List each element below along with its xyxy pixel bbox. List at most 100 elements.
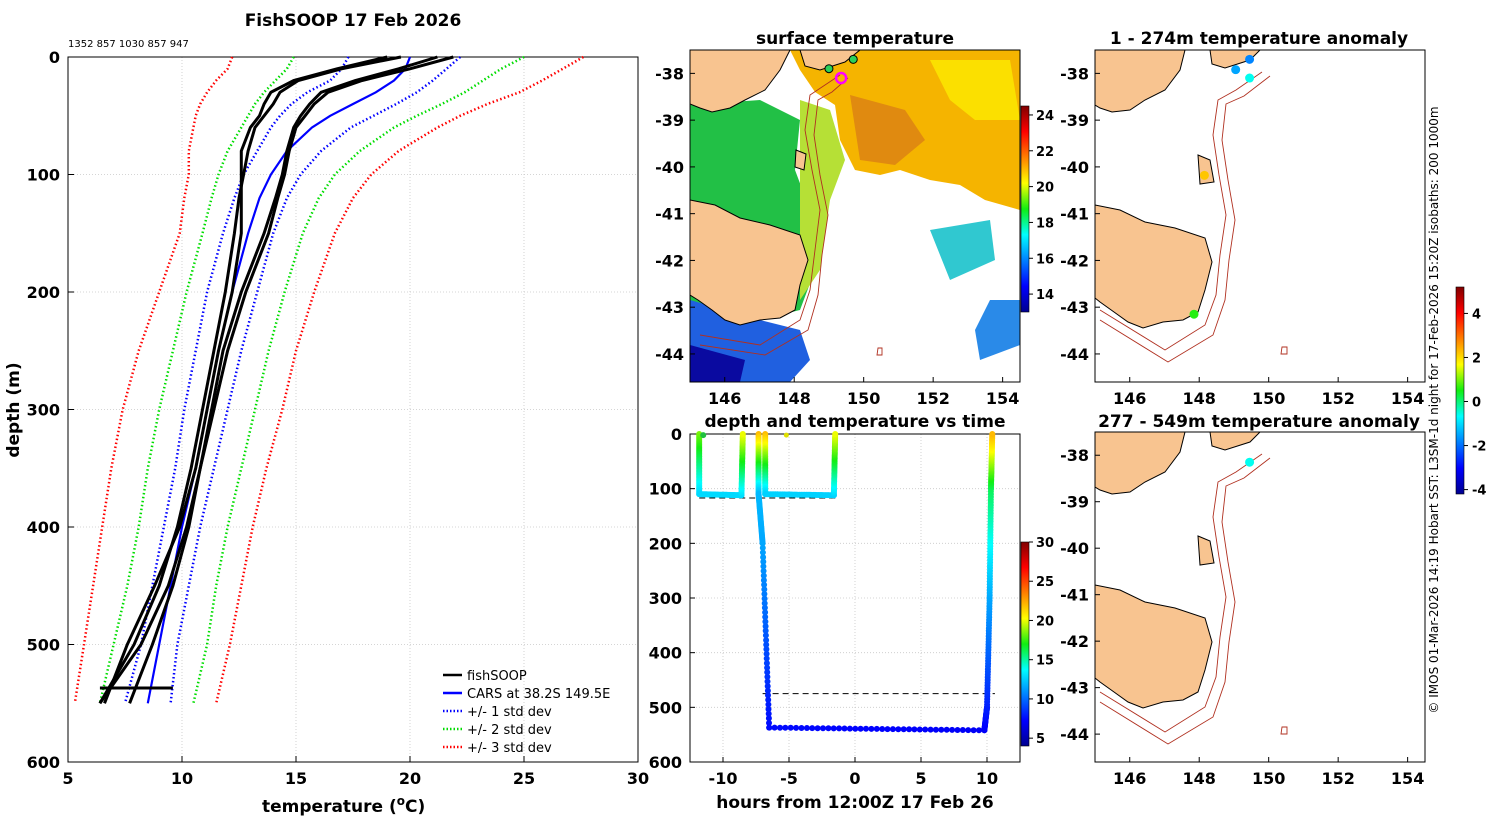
time-dot bbox=[765, 692, 771, 699]
anomaly-shallow-xtick-label: 152 bbox=[1321, 389, 1354, 408]
time-dot bbox=[783, 432, 789, 438]
time-dot bbox=[764, 687, 771, 694]
sst-ytick-label: -42 bbox=[655, 251, 684, 270]
sst-xtick-label: 148 bbox=[778, 389, 811, 408]
sst-position-ring bbox=[834, 71, 848, 85]
time-dot bbox=[761, 600, 768, 607]
time-dot bbox=[762, 609, 769, 616]
time-dot bbox=[989, 431, 996, 437]
sst-isobath-1000 bbox=[699, 77, 849, 356]
time-dot bbox=[765, 706, 772, 713]
anomaly-shallow-ticks: 146 148 150 152 154 -38 -39 -40 -41 -42 -43 -44 bbox=[1060, 64, 1424, 408]
anomaly-shallow-isobath-200 bbox=[1099, 71, 1263, 351]
time-dot bbox=[836, 725, 843, 732]
time-dot bbox=[846, 725, 853, 732]
time-dot bbox=[762, 614, 769, 620]
sst-colorbar-label: 22 bbox=[1036, 145, 1054, 160]
time-dot bbox=[852, 725, 859, 732]
time-dot bbox=[959, 727, 966, 733]
anomaly-shallow-coast-land bbox=[1209, 50, 1261, 69]
time-dot bbox=[763, 650, 770, 657]
time-ytick-label: 500 bbox=[649, 698, 682, 717]
sst-map bbox=[690, 50, 1020, 382]
profile-ytick-label: 0 bbox=[49, 48, 60, 67]
anomaly-deep-ytick-label: -44 bbox=[1060, 725, 1089, 744]
time-dot bbox=[927, 726, 934, 733]
anomaly-deep-xtick-label: 150 bbox=[1252, 769, 1285, 788]
anomaly-shallow-point bbox=[1199, 170, 1209, 180]
sst-ytick-label: -39 bbox=[655, 111, 684, 130]
time-dot bbox=[762, 632, 769, 639]
profile-series-5 bbox=[214, 55, 584, 704]
time-dot bbox=[889, 726, 896, 733]
time-dot bbox=[916, 726, 923, 733]
profile-xtick-label: 30 bbox=[627, 769, 649, 788]
time-dot bbox=[763, 641, 770, 648]
time-dot bbox=[765, 701, 772, 708]
sst-xtick-label: 154 bbox=[986, 389, 1019, 408]
time-dot bbox=[868, 725, 875, 732]
time-ytick-label: 300 bbox=[649, 589, 682, 608]
sst-flinders-land bbox=[794, 149, 807, 171]
anomaly-deep-xtick-label: 148 bbox=[1183, 769, 1216, 788]
time-dot bbox=[763, 646, 770, 653]
time-reference-lines bbox=[699, 497, 995, 695]
time-series-dots bbox=[696, 431, 996, 734]
time-xtick-label: 5 bbox=[915, 769, 926, 788]
anomaly-colorbar bbox=[1455, 286, 1465, 495]
time-dot bbox=[764, 673, 771, 680]
sst-coldest-patch bbox=[690, 345, 745, 382]
time-dot bbox=[965, 727, 972, 734]
time-dot bbox=[830, 725, 837, 732]
anomaly-shallow-xtick-label: 148 bbox=[1183, 389, 1216, 408]
sst-colorbar-label: 18 bbox=[1036, 216, 1054, 231]
time-dot bbox=[949, 726, 956, 733]
legend-label-std1: +/- 1 std dev bbox=[467, 705, 552, 720]
time-dot bbox=[761, 604, 768, 611]
sst-axes-frame bbox=[689, 49, 1021, 383]
sst-xtick-label: 146 bbox=[708, 389, 741, 408]
time-dot bbox=[943, 726, 950, 733]
time-dot bbox=[764, 669, 771, 676]
time-dot bbox=[764, 664, 771, 671]
time-dot bbox=[771, 724, 778, 731]
time-dot bbox=[777, 724, 783, 731]
anomaly-deep-panel: 277 - 549m temperature anomaly 146 148 150… bbox=[1060, 412, 1426, 788]
sst-ytick-label: -41 bbox=[655, 205, 684, 224]
time-dot bbox=[760, 563, 767, 570]
anomaly-deep-title: 277 - 549m temperature anomaly bbox=[1098, 412, 1420, 432]
time-ytick-label: 200 bbox=[649, 534, 682, 553]
time-dot bbox=[814, 725, 821, 732]
time-dot bbox=[820, 725, 826, 732]
time-dot bbox=[762, 627, 769, 634]
sst-yellow-patch bbox=[930, 60, 1020, 120]
sst-markers bbox=[824, 54, 858, 85]
anomaly-colorbar-label: 0 bbox=[1472, 396, 1481, 411]
time-dot bbox=[911, 726, 918, 733]
time-dot bbox=[765, 710, 772, 717]
time-dot bbox=[760, 572, 767, 579]
anomaly-deep-victoria-land bbox=[1095, 432, 1186, 495]
anomaly-shallow-panel: 1 - 274m temperature anomaly 146 148 150 15… bbox=[1060, 29, 1426, 408]
profile-ytick-label: 200 bbox=[27, 283, 60, 302]
anomaly-shallow-title: 1 - 274m temperature anomaly bbox=[1110, 29, 1408, 49]
anomaly-deep-ytick-label: -38 bbox=[1060, 446, 1089, 465]
profile-title: FishSOOP 17 Feb 2026 bbox=[245, 11, 462, 31]
anomaly-shallow-points bbox=[1189, 54, 1255, 319]
time-ytick-label: 400 bbox=[649, 644, 682, 663]
time-panel: depth and temperature vs time -10 -5 0 5 100… bbox=[649, 412, 1055, 813]
time-dot bbox=[760, 577, 767, 584]
anomaly-shallow-xtick-label: 154 bbox=[1391, 389, 1424, 408]
time-xtick-label: 10 bbox=[976, 769, 998, 788]
time-dot bbox=[766, 720, 772, 726]
profile-series-9 bbox=[128, 55, 438, 704]
sst-xtick-label: 150 bbox=[847, 389, 880, 408]
anomaly-shallow-ytick-label: -38 bbox=[1060, 64, 1089, 83]
anomaly-shallow-xtick-label: 150 bbox=[1252, 389, 1285, 408]
anomaly-shallow-seamount bbox=[1280, 346, 1288, 355]
time-dot bbox=[782, 724, 789, 731]
time-dot bbox=[739, 431, 746, 437]
sst-ticks: 146 148 150 152 154 -38 -39 -40 -41 -42 -43 -44 bbox=[655, 64, 1019, 408]
time-dot bbox=[798, 725, 805, 731]
